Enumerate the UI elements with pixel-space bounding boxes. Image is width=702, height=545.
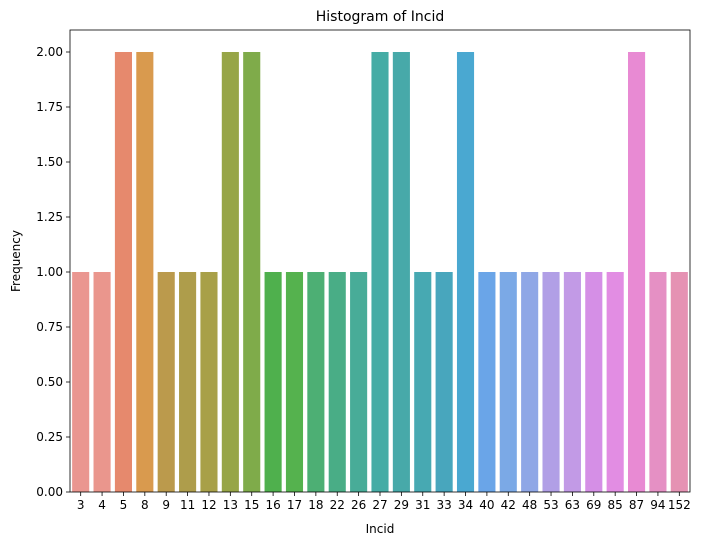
x-tick-label: 31 [415, 498, 430, 512]
x-tick-label: 53 [543, 498, 558, 512]
bar-69 [585, 272, 603, 492]
x-tick-label: 18 [308, 498, 323, 512]
x-tick-label: 15 [244, 498, 259, 512]
x-tick-label: 3 [77, 498, 85, 512]
x-tick-label: 22 [330, 498, 345, 512]
bar-26 [350, 272, 368, 492]
y-tick-label: 0.75 [36, 320, 63, 334]
bar-33 [435, 272, 453, 492]
x-tick-label: 87 [629, 498, 644, 512]
x-tick-label: 11 [180, 498, 195, 512]
bar-3 [72, 272, 90, 492]
bar-42 [499, 272, 517, 492]
bar-18 [307, 272, 325, 492]
x-tick-label: 27 [372, 498, 387, 512]
plot-frame [69, 29, 691, 493]
y-ticks: 0.00 0.25 0.50 0.75 1.00 1.25 1.50 1.75 2.00 [36, 45, 70, 499]
bar-29 [392, 52, 410, 492]
bar-27 [371, 52, 389, 492]
x-tick-label: 12 [201, 498, 216, 512]
chart-title: Histogram of Incid [316, 9, 445, 25]
bar-13 [221, 52, 239, 492]
y-tick-label: 0.50 [36, 375, 63, 389]
x-tick-label: 5 [120, 498, 128, 512]
x-tick-label: 33 [436, 498, 451, 512]
y-tick-label: 1.75 [36, 100, 63, 114]
y-axis-label: Frequency [9, 230, 23, 292]
x-tick-label: 9 [162, 498, 170, 512]
y-tick-label: 1.50 [36, 155, 63, 169]
x-tick-label: 40 [479, 498, 494, 512]
x-tick-label: 85 [608, 498, 623, 512]
bar-53 [542, 272, 560, 492]
bar-48 [521, 272, 539, 492]
x-tick-label: 26 [351, 498, 366, 512]
y-tick-label: 1.00 [36, 265, 63, 279]
y-tick-label: 2.00 [36, 45, 63, 59]
x-axis-label: Incid [366, 522, 395, 536]
bar-15 [243, 52, 261, 492]
bar-5 [114, 52, 132, 492]
bar-40 [478, 272, 496, 492]
bar-152 [670, 272, 688, 492]
x-tick-label: 17 [287, 498, 302, 512]
x-tick-label: 42 [501, 498, 516, 512]
x-tick-label: 16 [265, 498, 280, 512]
x-ticks: 3 4 5 8 9 11 12 13 15 16 17 18 22 26 27 29 31 33 34 40 42 48 5… [77, 492, 691, 512]
y-tick-label: 0.25 [36, 430, 63, 444]
bar-87 [628, 52, 646, 492]
x-tick-label: 4 [98, 498, 106, 512]
bar-34 [456, 52, 475, 492]
bar-63 [563, 272, 581, 492]
bar-17 [285, 272, 304, 492]
bar-16 [264, 272, 282, 492]
bar-94 [649, 272, 667, 492]
bar-12 [200, 272, 218, 492]
bar-31 [414, 272, 432, 492]
x-tick-label: 152 [668, 498, 691, 512]
y-tick-label: 0.00 [36, 485, 63, 499]
x-tick-label: 69 [586, 498, 601, 512]
x-tick-label: 13 [223, 498, 238, 512]
bars-layer [72, 52, 688, 492]
x-tick-label: 63 [565, 498, 580, 512]
bar-8 [136, 52, 154, 492]
bar-22 [328, 272, 346, 492]
bar-85 [606, 272, 624, 492]
x-tick-label: 94 [650, 498, 665, 512]
bar-11 [179, 272, 197, 492]
y-tick-label: 1.25 [36, 210, 63, 224]
x-tick-label: 48 [522, 498, 537, 512]
bar-9 [157, 272, 175, 492]
bar-4 [93, 272, 111, 492]
x-tick-label: 29 [394, 498, 409, 512]
x-tick-label: 8 [141, 498, 149, 512]
x-tick-label: 34 [458, 498, 473, 512]
